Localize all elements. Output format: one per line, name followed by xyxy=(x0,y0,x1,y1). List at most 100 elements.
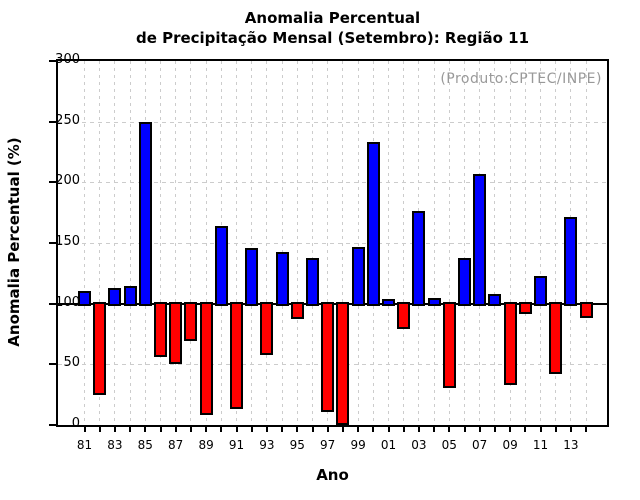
bar-1990 xyxy=(214,226,228,306)
bar-1989 xyxy=(199,301,213,415)
y-tick-label: 50 xyxy=(63,355,80,371)
source-annotation: (Produto:CPTEC/INPE) xyxy=(440,71,602,87)
x-axis-tick xyxy=(281,425,284,432)
bar-1988 xyxy=(184,301,198,341)
y-axis-tick xyxy=(49,424,56,426)
x-axis-tick xyxy=(509,425,512,432)
bar-1985 xyxy=(138,122,152,306)
x-axis-tick xyxy=(174,425,177,432)
x-tick-label: 81 xyxy=(76,438,93,452)
y-axis-tick xyxy=(49,242,56,244)
x-tick-label: 91 xyxy=(228,438,245,452)
x-axis-tick xyxy=(205,425,208,432)
bar-1991 xyxy=(230,301,243,409)
chart-title-line1: Anomalia Percentual xyxy=(244,9,421,27)
y-tick-label: 100 xyxy=(55,294,80,310)
x-tick-label: 09 xyxy=(502,438,518,452)
bar-1981 xyxy=(78,290,91,306)
x-axis-tick xyxy=(478,425,481,432)
x-axis-tick xyxy=(357,425,360,432)
x-tick-label: 07 xyxy=(472,438,488,452)
bar-1999 xyxy=(351,247,365,306)
bar-1995 xyxy=(290,301,304,319)
x-axis-title: Ano xyxy=(316,466,349,484)
x-axis-tick xyxy=(189,425,192,432)
bar-2009 xyxy=(503,301,517,385)
bar-2014 xyxy=(579,301,593,318)
bar-1996 xyxy=(306,257,319,306)
x-axis-tick xyxy=(113,425,116,432)
y-tick-label: 0 xyxy=(71,416,80,431)
bar-2012 xyxy=(549,301,563,374)
x-tick-label: 99 xyxy=(350,438,366,452)
x-axis-tick xyxy=(326,425,329,432)
bar-2003 xyxy=(412,210,426,306)
x-axis-tick xyxy=(433,425,436,432)
bar-2006 xyxy=(458,257,471,306)
x-axis-tick xyxy=(463,425,466,432)
x-tick-label: 87 xyxy=(168,438,184,452)
bar-1997 xyxy=(321,301,335,413)
bar-1992 xyxy=(245,248,259,306)
y-tick-label: 200 xyxy=(55,173,80,189)
x-axis-tick xyxy=(341,425,344,432)
x-axis-tick xyxy=(296,425,299,432)
bar-2000 xyxy=(366,141,380,306)
bar-2007 xyxy=(473,174,487,306)
bar-2001 xyxy=(382,299,395,306)
bar-1993 xyxy=(260,301,274,356)
x-axis-tick xyxy=(159,425,162,432)
bar-1984 xyxy=(123,285,137,306)
chart-title-line2: de Precipitação Mensal (Setembro): Regiã… xyxy=(135,29,530,47)
x-tick-label: 03 xyxy=(411,438,427,452)
bar-1994 xyxy=(275,251,289,306)
y-axis-tick xyxy=(49,181,56,184)
y-tick-label: 300 xyxy=(55,52,80,67)
x-axis-tick xyxy=(83,425,86,432)
horizontal-gridline xyxy=(58,243,607,244)
x-axis-tick xyxy=(387,425,390,432)
y-axis-tick xyxy=(49,363,56,366)
y-axis-tick xyxy=(49,302,56,305)
horizontal-gridline xyxy=(58,182,607,184)
x-axis-tick xyxy=(539,425,542,432)
y-tick-label: 250 xyxy=(55,112,80,128)
x-axis-tick xyxy=(129,425,132,432)
bar-1982 xyxy=(93,301,107,396)
y-tick-label: 150 xyxy=(55,234,80,249)
x-tick-label: 05 xyxy=(441,438,457,452)
bar-1987 xyxy=(169,301,183,364)
x-axis-tick xyxy=(265,425,268,432)
x-axis-tick xyxy=(144,425,147,432)
horizontal-gridline xyxy=(58,121,607,123)
x-tick-label: 83 xyxy=(107,438,123,452)
x-tick-label: 13 xyxy=(563,438,579,452)
x-axis-tick xyxy=(311,425,314,432)
bar-1983 xyxy=(108,288,122,306)
x-tick-label: 11 xyxy=(532,438,549,452)
bar-2002 xyxy=(397,301,411,329)
bar-2004 xyxy=(427,298,441,306)
x-axis-tick xyxy=(402,425,405,432)
x-tick-label: 93 xyxy=(259,438,275,452)
x-axis-tick xyxy=(448,425,451,432)
x-axis-tick xyxy=(250,425,253,432)
x-tick-label: 85 xyxy=(137,438,153,452)
x-tick-label: 95 xyxy=(289,438,305,452)
x-tick-label: 89 xyxy=(198,438,214,452)
x-axis-tick xyxy=(585,425,588,432)
x-axis-tick xyxy=(569,425,572,432)
x-axis-tick xyxy=(235,425,238,432)
x-axis-tick xyxy=(220,425,223,432)
bar-2008 xyxy=(488,294,502,306)
bar-1986 xyxy=(154,301,167,357)
x-axis-tick xyxy=(372,425,375,432)
y-axis-title: Anomalia Percentual (%) xyxy=(5,137,23,347)
x-axis-tick xyxy=(493,425,496,432)
x-axis-tick xyxy=(98,425,101,432)
y-axis-tick xyxy=(49,120,56,123)
bar-2010 xyxy=(518,301,532,315)
x-axis-tick xyxy=(524,425,527,432)
bar-2005 xyxy=(442,301,456,389)
x-axis-tick xyxy=(417,425,420,432)
